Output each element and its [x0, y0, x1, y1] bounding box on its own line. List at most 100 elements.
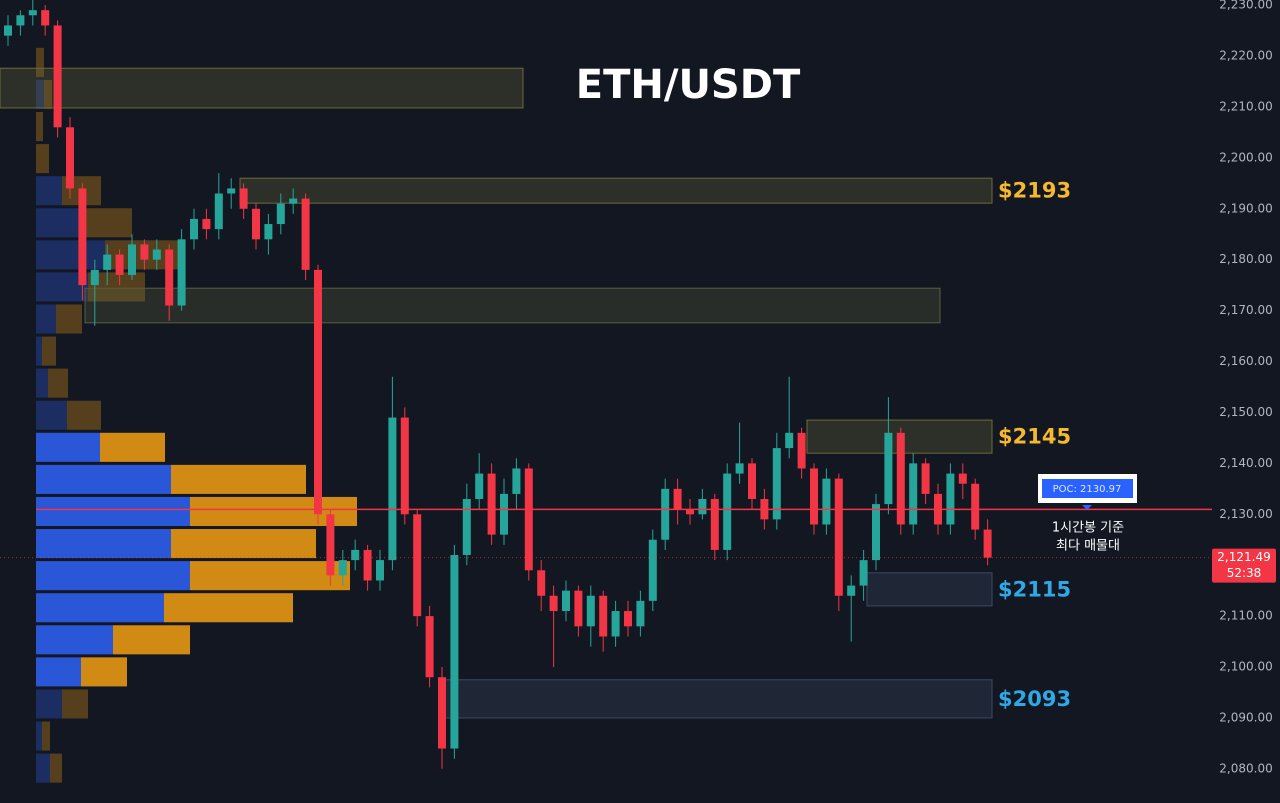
- profile-bar: [42, 721, 50, 751]
- profile-bar: [36, 208, 80, 238]
- candle-body: [438, 677, 446, 749]
- candle-body: [748, 463, 756, 500]
- candle-body: [500, 493, 508, 535]
- candle-body: [4, 25, 12, 36]
- y-tick-label: 2,180.00: [1219, 252, 1272, 266]
- y-tick-label: 2,230.00: [1219, 0, 1272, 12]
- profile-bar: [36, 561, 190, 591]
- candle-body: [686, 509, 694, 515]
- candle-body: [909, 463, 918, 525]
- zone: [84, 287, 941, 324]
- candle-body: [958, 473, 967, 484]
- profile-bar: [36, 689, 62, 719]
- profile-bar: [36, 753, 50, 783]
- profile-bar: [190, 561, 350, 591]
- profile-bar: [36, 593, 164, 623]
- profile-bar: [36, 111, 43, 142]
- profile-bar: [36, 144, 49, 174]
- profile-bar: [62, 689, 88, 719]
- profile-bar: [67, 400, 101, 430]
- profile-bar: [36, 368, 48, 398]
- candle-body: [586, 595, 595, 627]
- profile-bar: [36, 336, 42, 366]
- candle-body: [28, 10, 37, 16]
- zones: $2193 $2145 $2115 $2093: [0, 67, 1071, 719]
- candle-body: [53, 25, 62, 128]
- candle-body: [351, 549, 360, 561]
- annotation: 최다 매물대: [1056, 539, 1120, 554]
- candle-body: [90, 269, 99, 286]
- profile-bar: [36, 240, 105, 270]
- y-tick-label: 2,140.00: [1219, 456, 1272, 470]
- candle-body: [413, 514, 422, 617]
- poc-pointer: [1082, 505, 1092, 510]
- profile-bar: [171, 529, 316, 559]
- candle-body: [289, 198, 298, 204]
- candle-body: [872, 504, 880, 561]
- candle-body: [202, 218, 211, 230]
- candle-body: [710, 499, 719, 550]
- candle-body: [128, 244, 136, 275]
- candle-body: [785, 432, 794, 449]
- candle-body: [537, 570, 546, 596]
- last-price-tag: [1212, 548, 1276, 583]
- chart-title: ETH/USDT: [576, 62, 801, 108]
- candle-body: [822, 478, 831, 525]
- y-tick-label: 2,090.00: [1219, 710, 1272, 724]
- candles: [4, 0, 992, 769]
- zone: [866, 572, 993, 607]
- profile-bar: [36, 176, 62, 206]
- candle-body: [574, 590, 583, 627]
- y-tick-label: 2,160.00: [1219, 354, 1272, 368]
- zone: [0, 67, 524, 109]
- candle-body: [165, 249, 174, 306]
- y-tick-label: 2,210.00: [1219, 99, 1272, 113]
- profile-bar: [44, 79, 52, 109]
- profile-bar: [36, 47, 44, 77]
- candle-body: [487, 473, 496, 535]
- y-tick-label: 2,150.00: [1219, 405, 1272, 419]
- candle-body: [648, 539, 657, 601]
- candle-body: [363, 549, 372, 581]
- candle-body: [314, 269, 322, 515]
- candle-body: [425, 616, 434, 678]
- profile-bar: [164, 593, 293, 623]
- candle-body: [239, 188, 248, 209]
- zone: [442, 679, 993, 719]
- candle-body: [103, 254, 112, 270]
- zone-label: $2093: [998, 687, 1071, 711]
- profile-bar: [36, 79, 44, 109]
- candle-body: [983, 529, 992, 558]
- profile-bar: [171, 464, 306, 494]
- profile-bar: [50, 753, 62, 783]
- candle-body: [450, 555, 459, 749]
- profile-bar: [36, 721, 42, 751]
- candle-body: [797, 432, 806, 469]
- candle-body: [599, 595, 608, 637]
- profile-bar: [36, 529, 171, 559]
- candle-body: [227, 188, 236, 194]
- candle-body: [562, 590, 570, 612]
- candle-body: [847, 585, 856, 596]
- candle-body: [772, 448, 781, 520]
- zone-label: $2115: [998, 577, 1071, 601]
- candle-body: [624, 611, 632, 627]
- candle-body: [376, 560, 384, 581]
- candle-body: [301, 198, 310, 270]
- candle-body: [115, 254, 124, 275]
- zone: [239, 177, 993, 204]
- candle-body: [177, 239, 186, 306]
- y-tick-label: 2,130.00: [1219, 507, 1272, 521]
- y-tick-label: 2,190.00: [1219, 201, 1272, 215]
- candle-body: [524, 468, 533, 571]
- candle-body: [611, 611, 620, 637]
- volume-profile: [36, 47, 357, 783]
- candle-body: [512, 468, 521, 494]
- profile-bar: [36, 400, 67, 430]
- poc-inner: [1042, 479, 1133, 498]
- profile-bar: [56, 304, 82, 334]
- profile-bar: [36, 496, 190, 527]
